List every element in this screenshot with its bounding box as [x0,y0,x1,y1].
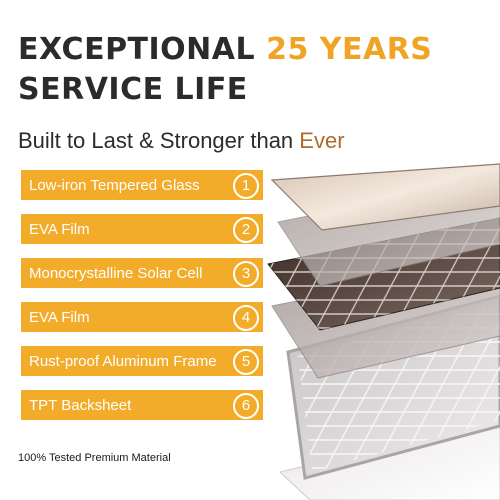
layer-item: Rust-proof Aluminum Frame 5 [18,346,263,390]
layer-number-badge: 3 [233,261,259,287]
layer-label: Monocrystalline Solar Cell [29,265,203,282]
layer-box: TPT Backsheet 6 [18,390,263,420]
headline-line-1: EXCEPTIONAL 25 YEARS [18,30,432,70]
layer-label: EVA Film [29,309,90,326]
layer-box: EVA Film 2 [18,214,263,244]
layer-item: EVA Film 4 [18,302,263,346]
layer-number-badge: 6 [233,393,259,419]
layer-label: Low-iron Tempered Glass [29,177,200,194]
subtitle: Built to Last & Stronger than Ever [18,128,345,154]
footer-note: 100% Tested Premium Material [18,452,171,464]
layer-item: TPT Backsheet 6 [18,390,263,434]
layer-number-badge: 5 [233,349,259,375]
headline-25-years: 25 YEARS [266,32,433,67]
tempered-glass-layer [270,163,500,231]
layer-label: TPT Backsheet [29,397,132,414]
layer-number-badge: 1 [233,173,259,199]
layer-list: Low-iron Tempered Glass 1 EVA Film 2 Mon… [18,170,263,434]
headline-exceptional: EXCEPTIONAL [18,32,256,67]
subtitle-main: Built to Last & Stronger than [18,128,294,153]
layer-label: EVA Film [29,221,90,238]
layer-number-badge: 2 [233,217,259,243]
layer-number-badge: 4 [233,305,259,331]
layer-item: Low-iron Tempered Glass 1 [18,170,263,214]
layer-label: Rust-proof Aluminum Frame [29,353,217,370]
headline-service-life: SERVICE LIFE [18,72,248,107]
layer-item: Monocrystalline Solar Cell 3 [18,258,263,302]
subtitle-accent: Ever [299,128,345,153]
layer-box: Monocrystalline Solar Cell 3 [18,258,263,288]
layer-item: EVA Film 2 [18,214,263,258]
layer-box: EVA Film 4 [18,302,263,332]
solar-panel-layers-icon [267,163,500,500]
layer-box: Rust-proof Aluminum Frame 5 [18,346,263,376]
headline: EXCEPTIONAL 25 YEARS SERVICE LIFE [18,30,432,110]
layer-box: Low-iron Tempered Glass 1 [18,170,263,200]
